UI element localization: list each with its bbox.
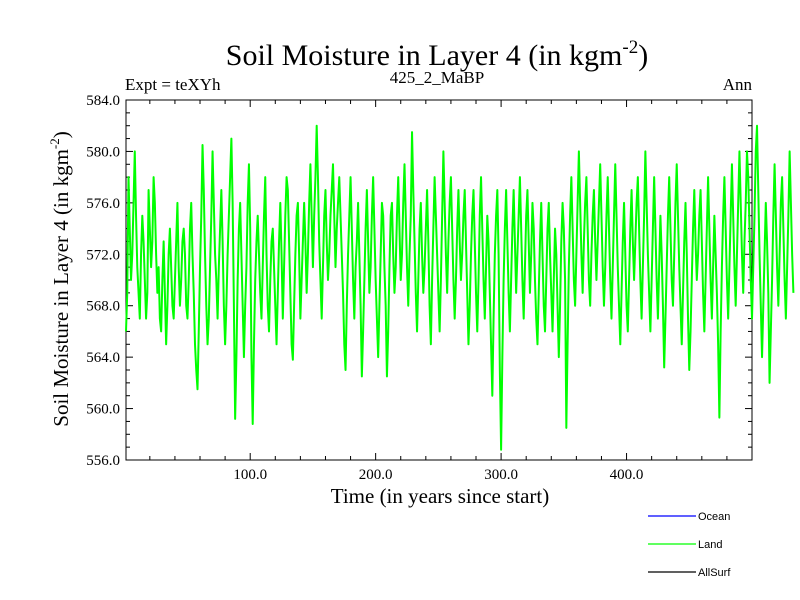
legend-label-ocean: Ocean — [698, 511, 730, 523]
chart-subtitle-right: Ann — [723, 75, 753, 94]
y-tick-label: 584.0 — [86, 93, 120, 109]
y-tick-label: 568.0 — [86, 299, 120, 315]
y-axis-label: Soil Moisture in Layer 4 (in kgm-2) — [47, 131, 73, 426]
chart-subtitle-left: Expt = teXYh — [125, 75, 221, 94]
y-tick-label: 580.0 — [86, 144, 120, 160]
chart-subtitle-center: 425_2_MaBP — [390, 68, 484, 87]
y-tick-label: 564.0 — [86, 350, 120, 366]
chart-title: Soil Moisture in Layer 4 (in kgm-2) — [226, 37, 648, 72]
y-axis: 556.0 560.0 564.0 568.0 572.0 576.0 580.0 584.0 — [86, 93, 752, 469]
x-tick-label: 100.0 — [233, 467, 267, 483]
x-tick-label: 200.0 — [359, 467, 393, 483]
x-axis-label: Time (in years since start) — [331, 484, 550, 508]
legend-label-allsurf: AllSurf — [698, 567, 731, 579]
x-tick-label: 300.0 — [484, 467, 518, 483]
series-line-land — [125, 124, 795, 451]
y-tick-label: 560.0 — [86, 402, 120, 418]
x-axis: 100.0 200.0 300.0 400.0 — [149, 100, 728, 483]
y-tick-label: 576.0 — [86, 196, 120, 212]
y-tick-label: 572.0 — [86, 247, 120, 263]
y-tick-label: 556.0 — [86, 453, 120, 469]
legend-label-land: Land — [698, 539, 722, 551]
legend: Ocean Land AllSurf — [648, 511, 731, 579]
x-tick-label: 400.0 — [610, 467, 644, 483]
